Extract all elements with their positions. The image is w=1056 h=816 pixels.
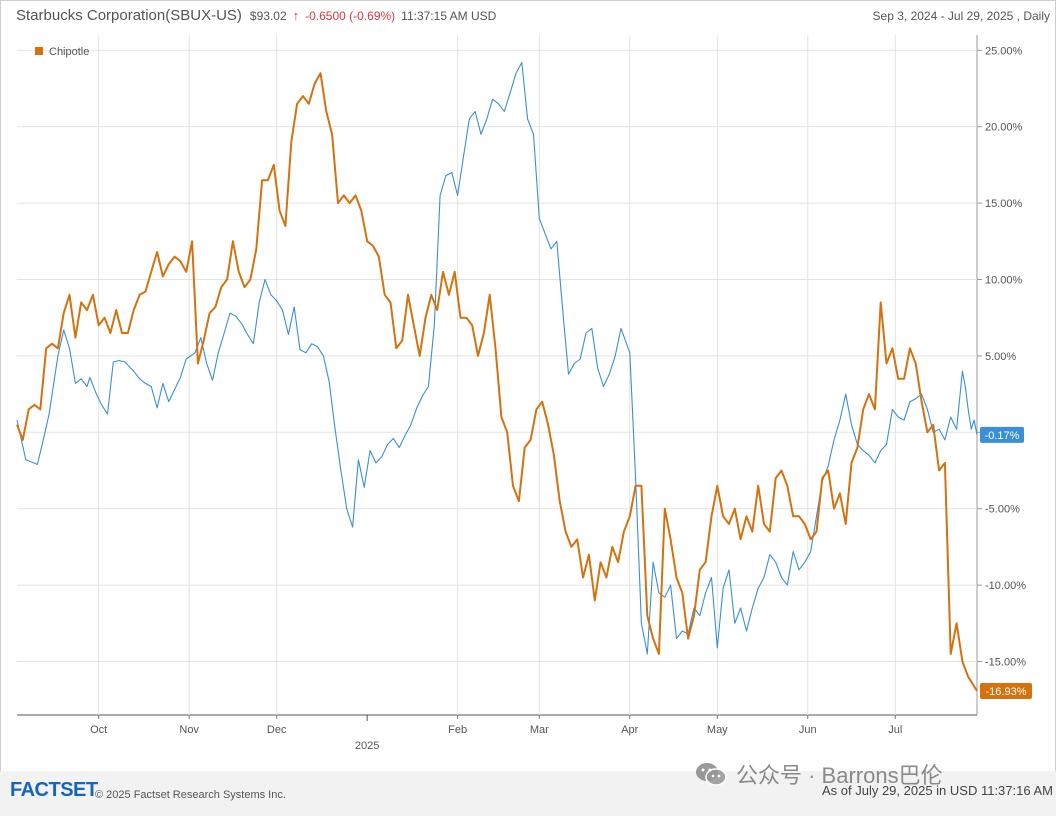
legend-swatch-chipotle: [35, 47, 43, 55]
watermark-text: 公众号 · Barrons巴伦: [736, 763, 943, 788]
x-tick-label: Dec: [267, 724, 287, 736]
last-price: $93.02: [249, 9, 287, 23]
footer: [0, 771, 1056, 816]
x-tick-label: Oct: [90, 724, 107, 736]
chipotle-last-value-label: -16.93%: [986, 686, 1027, 698]
starbucks-line[interactable]: [16, 61, 978, 655]
price-change: -0.6500 (-0.69%): [305, 9, 396, 23]
x-tick-label: Jul: [888, 724, 902, 736]
y-tick-label: 10.00%: [985, 274, 1023, 286]
chart-legend: Chipotle: [35, 46, 89, 58]
quote-time: 11:37:15 AM USD: [401, 9, 497, 23]
y-axis-ticks: 25.00%20.00%15.00%10.00%5.00%0.00%-5.00%…: [977, 45, 1026, 669]
as-of-text: As of July 29, 2025 in USD 11:37:16 AM: [821, 783, 1053, 798]
y-tick-label: 25.00%: [985, 45, 1023, 57]
wechat-icon: [696, 763, 727, 786]
performance-chart: Oct Nov Dec Feb Mar Apr May Jun Jul 2025 25.00% 20…: [16, 35, 1032, 752]
last-value-labels: -0.17% -16.93%: [980, 426, 1032, 700]
y-tick-label: 15.00%: [985, 198, 1023, 210]
y-tick-label: -15.00%: [985, 657, 1026, 669]
year-tick-label: 2025: [355, 740, 379, 752]
y-tick-label: 5.00%: [985, 351, 1016, 363]
up-arrow-icon: ↑: [292, 8, 300, 23]
x-tick-label: Jun: [799, 724, 817, 736]
x-tick-label: Apr: [621, 724, 638, 736]
starbucks-last-value-box: [980, 426, 1024, 443]
y-tick-label: -5.00%: [985, 504, 1020, 516]
y-tick-label: -10.00%: [985, 580, 1026, 592]
x-tick-label: May: [707, 724, 728, 736]
chart-header: Starbucks Corporation(SBUX-US) $93.02 ↑ …: [16, 7, 496, 25]
chipotle-line[interactable]: [16, 72, 978, 692]
security-title[interactable]: Starbucks Corporation(SBUX-US): [16, 7, 242, 24]
copyright-text: © 2025 Factset Research Systems Inc.: [95, 789, 286, 801]
starbucks-last-value-label: -0.17%: [985, 430, 1020, 442]
grid-lines: [17, 35, 978, 716]
chipotle-last-value-box: [980, 683, 1032, 700]
watermark: 公众号 · Barrons巴伦: [694, 758, 943, 790]
x-axis-ticks: Oct Nov Dec Feb Mar Apr May Jun Jul 2025: [90, 715, 902, 752]
legend-label-chipotle[interactable]: Chipotle: [49, 46, 89, 58]
factset-logo: FACTSET: [10, 779, 98, 801]
x-tick-label: Nov: [179, 724, 199, 736]
y-tick-label: 20.00%: [985, 122, 1023, 134]
x-tick-label: Mar: [530, 724, 549, 736]
date-range[interactable]: Sep 3, 2024 - Jul 29, 2025 , Daily: [872, 9, 1050, 23]
series-lines: [16, 61, 978, 692]
x-tick-label: Feb: [448, 724, 467, 736]
